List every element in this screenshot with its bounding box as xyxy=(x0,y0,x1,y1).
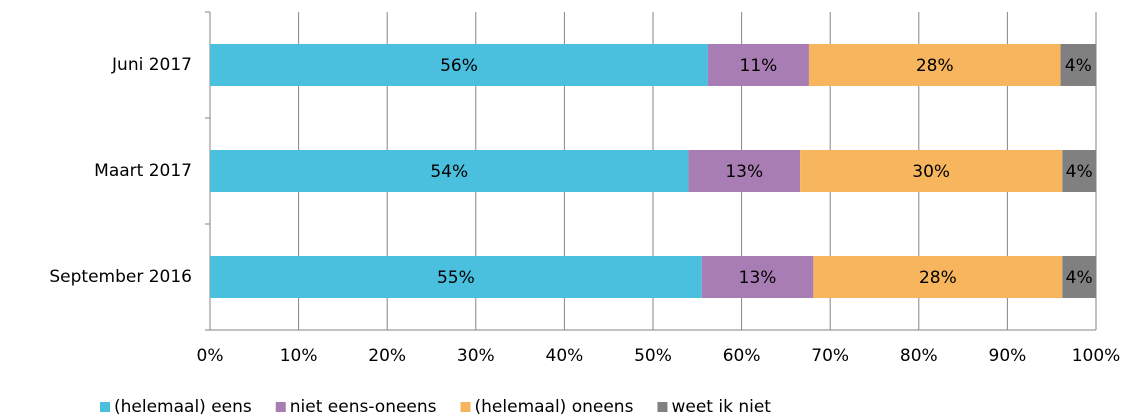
legend-swatch xyxy=(100,402,110,412)
x-tick-label: 50% xyxy=(634,346,672,366)
data-label: 11% xyxy=(740,56,778,76)
data-label: 55% xyxy=(437,268,475,288)
bar-segment xyxy=(800,150,1063,192)
data-label: 56% xyxy=(440,56,478,76)
data-label: 13% xyxy=(739,268,777,288)
y-tick-label: Maart 2017 xyxy=(94,161,192,181)
x-tick-label: 40% xyxy=(546,346,584,366)
legend-swatch xyxy=(657,402,668,412)
data-label: 4% xyxy=(1066,162,1093,182)
legend-swatch xyxy=(460,402,471,412)
bar-segment xyxy=(808,44,1061,86)
legend-label: (helemaal) oneens xyxy=(475,397,634,417)
y-tick-label: September 2016 xyxy=(49,267,192,287)
bar-segment xyxy=(210,150,689,192)
data-label: 13% xyxy=(725,162,763,182)
y-tick-label: Juni 2017 xyxy=(111,55,192,75)
x-tick-label: 10% xyxy=(280,346,318,366)
bar-segment xyxy=(813,256,1063,298)
data-label: 54% xyxy=(430,162,468,182)
data-label: 28% xyxy=(919,268,957,288)
x-tick-label: 0% xyxy=(197,346,224,366)
x-tick-label: 30% xyxy=(457,346,495,366)
legend-label: weet ik niet xyxy=(671,397,771,417)
data-label: 30% xyxy=(912,162,950,182)
bar-segment xyxy=(1060,44,1096,86)
x-tick-label: 90% xyxy=(989,346,1027,366)
bar-segment xyxy=(701,256,814,298)
x-tick-label: 20% xyxy=(368,346,406,366)
x-tick-label: 100% xyxy=(1072,346,1121,366)
bar-segment xyxy=(688,150,801,192)
data-label: 4% xyxy=(1065,56,1092,76)
bar-segment xyxy=(210,256,702,298)
x-tick-label: 80% xyxy=(900,346,938,366)
x-tick-label: 70% xyxy=(811,346,849,366)
x-tick-label: 60% xyxy=(723,346,761,366)
legend-label: (helemaal) eens xyxy=(114,397,252,417)
legend-swatch xyxy=(275,402,286,412)
bar-segment xyxy=(1062,150,1096,192)
bar-segment xyxy=(210,44,708,86)
data-label: 4% xyxy=(1066,268,1093,288)
data-label: 28% xyxy=(916,56,954,76)
bar-segment xyxy=(1062,256,1096,298)
bar-segment xyxy=(707,44,809,86)
legend-label: niet eens-oneens xyxy=(290,397,437,417)
